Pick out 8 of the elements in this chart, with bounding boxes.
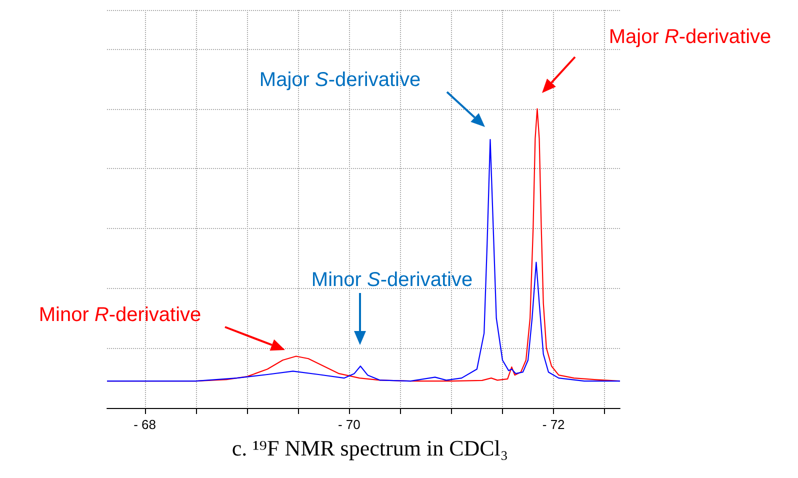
annotation: Minor R-derivative [38,304,202,326]
text: Major S-derivative [259,69,421,91]
x-tick-label: - 72 [542,417,565,432]
text: Major R-derivative [608,26,772,48]
text: c. ¹⁹F NMR spectrum in CDCl₃ [232,436,508,460]
x-tick-label: - 70 [338,417,360,432]
x-tick-label: - 68 [134,417,156,432]
annotation: Minor S-derivative [311,269,473,291]
